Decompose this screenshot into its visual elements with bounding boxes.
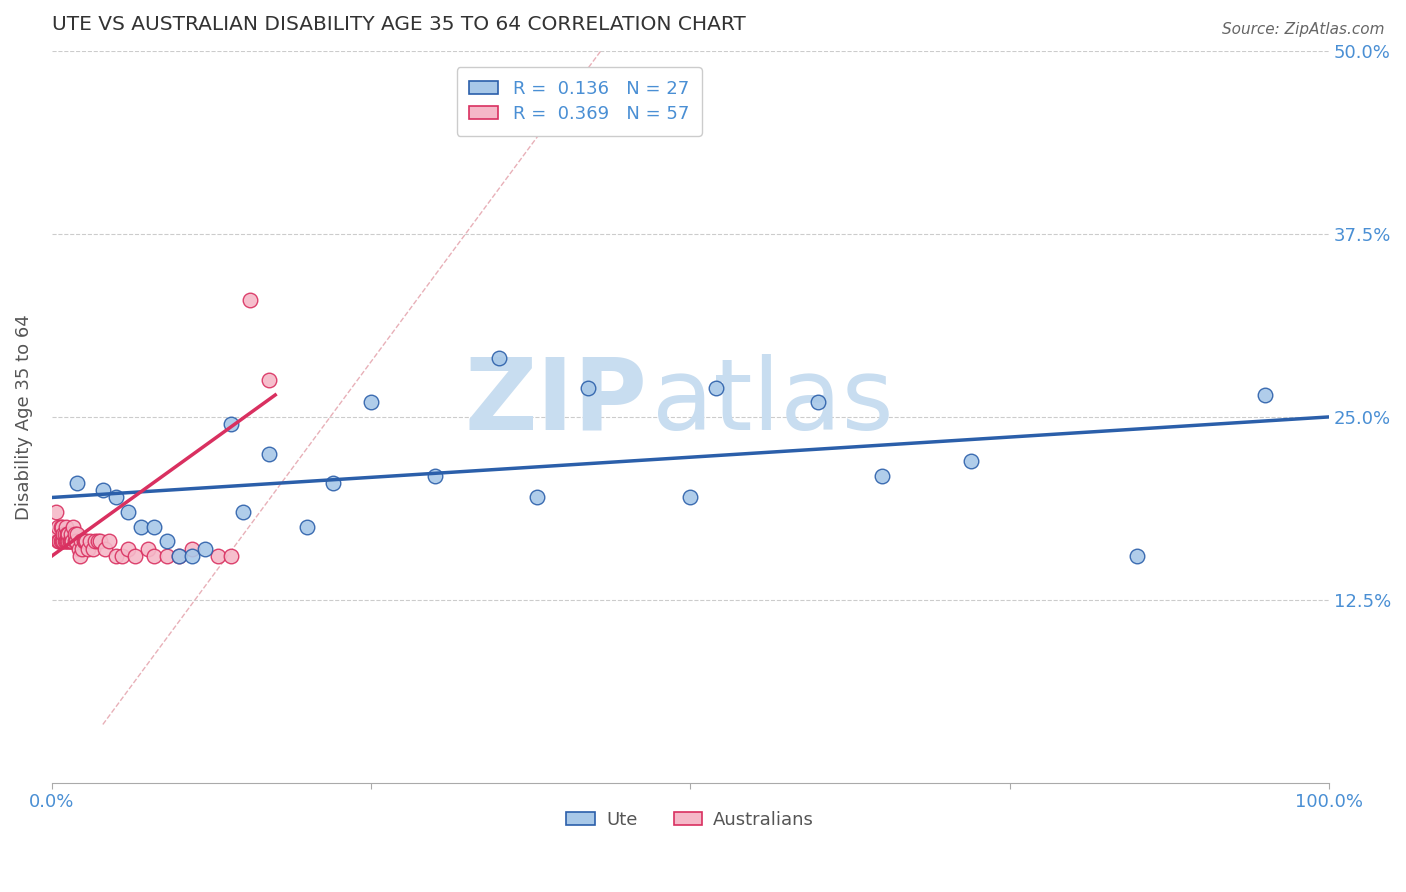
- Point: [136, 541, 159, 556]
- Point: [94, 541, 117, 556]
- Point: [63, 534, 86, 549]
- Point: [46, 534, 69, 549]
- Point: [59, 534, 82, 549]
- Point: [169, 549, 191, 563]
- Point: [488, 351, 510, 366]
- Point: [322, 475, 344, 490]
- Point: [117, 541, 139, 556]
- Point: [70, 534, 93, 549]
- Point: [1254, 388, 1277, 402]
- Point: [59, 527, 82, 541]
- Point: [181, 541, 204, 556]
- Point: [526, 491, 548, 505]
- Text: atlas: atlas: [652, 354, 894, 450]
- Point: [104, 491, 127, 505]
- Point: [194, 541, 217, 556]
- Point: [239, 293, 262, 307]
- Point: [124, 549, 146, 563]
- Point: [576, 381, 599, 395]
- Point: [84, 534, 107, 549]
- Point: [66, 475, 89, 490]
- Point: [51, 520, 73, 534]
- Point: [104, 549, 127, 563]
- Point: [219, 549, 242, 563]
- Legend: Ute, Australians: Ute, Australians: [560, 804, 821, 837]
- Point: [79, 534, 101, 549]
- Point: [73, 534, 96, 549]
- Point: [67, 541, 90, 556]
- Point: [56, 534, 79, 549]
- Point: [117, 505, 139, 519]
- Point: [156, 549, 179, 563]
- Point: [423, 468, 446, 483]
- Point: [53, 527, 76, 541]
- Point: [59, 534, 82, 549]
- Point: [98, 534, 121, 549]
- Point: [75, 534, 97, 549]
- Point: [55, 534, 77, 549]
- Point: [45, 505, 67, 519]
- Point: [169, 549, 191, 563]
- Point: [73, 534, 96, 549]
- Point: [960, 454, 983, 468]
- Text: ZIP: ZIP: [465, 354, 648, 450]
- Text: Source: ZipAtlas.com: Source: ZipAtlas.com: [1222, 22, 1385, 37]
- Point: [295, 520, 318, 534]
- Point: [704, 381, 727, 395]
- Point: [219, 417, 242, 432]
- Point: [111, 549, 134, 563]
- Point: [82, 541, 104, 556]
- Point: [45, 527, 67, 541]
- Point: [69, 549, 91, 563]
- Point: [66, 527, 89, 541]
- Point: [55, 520, 77, 534]
- Point: [181, 549, 204, 563]
- Point: [46, 520, 69, 534]
- Point: [58, 527, 80, 541]
- Point: [52, 527, 75, 541]
- Point: [51, 534, 73, 549]
- Point: [257, 446, 280, 460]
- Point: [65, 534, 87, 549]
- Point: [679, 491, 702, 505]
- Point: [60, 534, 83, 549]
- Y-axis label: Disability Age 35 to 64: Disability Age 35 to 64: [15, 314, 32, 520]
- Point: [142, 520, 165, 534]
- Point: [52, 534, 75, 549]
- Point: [257, 373, 280, 387]
- Point: [87, 534, 110, 549]
- Point: [62, 520, 84, 534]
- Text: UTE VS AUSTRALIAN DISABILITY AGE 35 TO 64 CORRELATION CHART: UTE VS AUSTRALIAN DISABILITY AGE 35 TO 6…: [52, 15, 745, 34]
- Point: [142, 549, 165, 563]
- Point: [360, 395, 382, 409]
- Point: [53, 534, 76, 549]
- Point: [56, 527, 79, 541]
- Point: [1126, 549, 1149, 563]
- Point: [89, 534, 111, 549]
- Point: [807, 395, 830, 409]
- Point: [48, 534, 70, 549]
- Point: [72, 541, 94, 556]
- Point: [232, 505, 254, 519]
- Point: [49, 520, 72, 534]
- Point: [207, 549, 229, 563]
- Point: [49, 534, 72, 549]
- Point: [156, 534, 179, 549]
- Point: [59, 534, 82, 549]
- Point: [76, 541, 98, 556]
- Point: [91, 483, 114, 498]
- Point: [58, 534, 80, 549]
- Point: [129, 520, 152, 534]
- Point: [63, 527, 86, 541]
- Point: [870, 468, 893, 483]
